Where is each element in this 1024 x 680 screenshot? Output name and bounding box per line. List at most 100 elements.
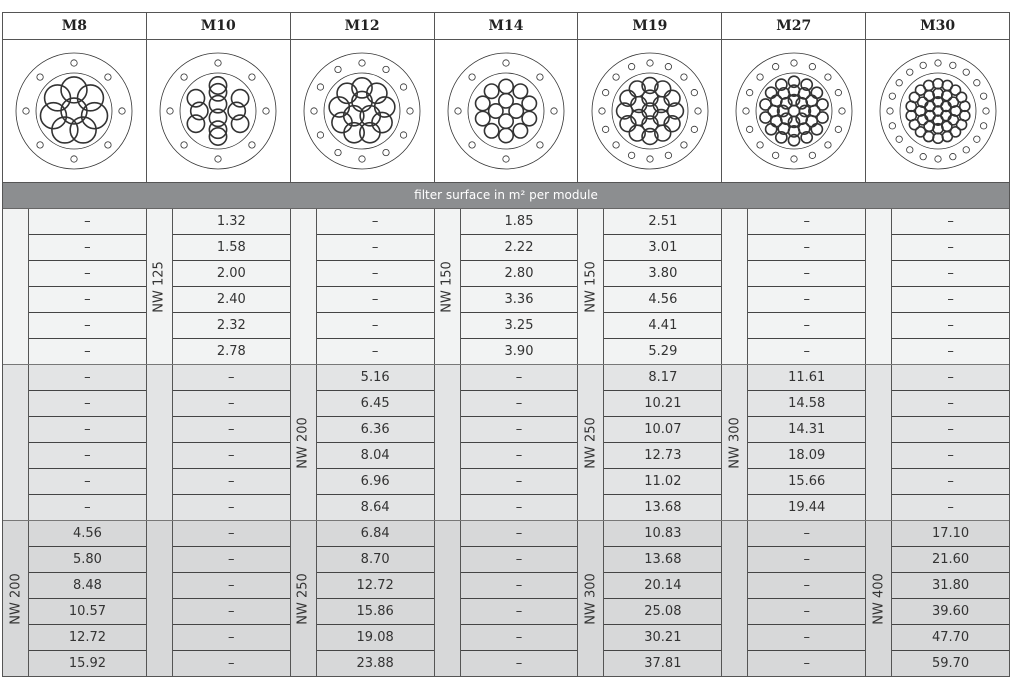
bolt-hole: [919, 61, 927, 69]
filter-tube: [374, 96, 396, 118]
module-column-m8: NW 200 4.56 5.80 8.48 10.57 12.72 15.92: [3, 521, 147, 676]
bolt-hole: [933, 155, 942, 163]
bolt-hole: [771, 63, 779, 71]
filter-tube: [615, 102, 634, 120]
table-cell: 1.32: [172, 209, 290, 235]
nominal-width-cell: [722, 521, 749, 676]
table-cell: –: [892, 313, 1010, 339]
flange-outline: [303, 52, 421, 170]
filter-tube: [931, 132, 944, 145]
module-column-m30: – – – – – –: [866, 365, 1010, 520]
bolt-hole: [771, 151, 779, 159]
module-column-m27: NW 300 11.61 14.58 14.31 18.09 15.66 19.44: [722, 365, 867, 520]
filter-tube: [331, 111, 353, 134]
table-cell: 15.92: [68, 656, 107, 671]
module-column-m12: – – – – – –: [291, 209, 435, 364]
bolt-hole: [745, 89, 753, 97]
table-cell: –: [172, 365, 290, 391]
table-cell: 30.21: [604, 625, 722, 651]
bolt-hole: [690, 89, 698, 97]
table-cell: –: [29, 443, 146, 469]
flange-diagram-icon: [159, 52, 277, 170]
module-column-m19: NW 150 2.51 3.01 3.80 4.56 4.41 5.29: [578, 209, 723, 364]
table-cell: 23.88: [356, 656, 394, 671]
table-cell: 11.61: [748, 365, 866, 391]
table-cell: –: [172, 625, 290, 651]
table-cell: –: [748, 573, 866, 599]
table-cell: –: [892, 391, 1010, 417]
values-column: 4.56 5.80 8.48 10.57 12.72 15.92: [29, 521, 146, 676]
flange-diagram-icon: [447, 52, 565, 170]
table-cell: –: [892, 209, 1010, 235]
bolt-hole: [358, 59, 366, 67]
bolt-hole: [214, 155, 222, 163]
table-cell: –: [172, 469, 290, 495]
filter-tube: [512, 83, 529, 100]
table-cell: –: [172, 417, 290, 443]
table-cell: 3.01: [604, 235, 722, 261]
module-diagram-cell: [291, 40, 435, 182]
module-column-m27: – – – – – –: [722, 521, 867, 676]
bolt-hole: [646, 155, 654, 163]
table-cell: 6.84: [316, 521, 434, 547]
housing-outline: [36, 72, 113, 150]
module-column-m14: – – – – – –: [435, 521, 579, 676]
bolt-hole: [70, 59, 79, 67]
nominal-width-label: NW 300: [727, 416, 743, 469]
flange-diagram-icon: [16, 52, 133, 170]
filter-tube: [666, 102, 685, 120]
table-cell: 3.25: [460, 313, 578, 339]
bolt-hole: [502, 155, 510, 163]
filter-tube: [351, 76, 374, 99]
bolt-hole: [334, 65, 342, 74]
bolt-hole: [919, 153, 927, 161]
filter-tube: [653, 124, 672, 142]
bolt-hole: [808, 151, 816, 159]
bolt-hole: [104, 73, 112, 81]
filter-tube: [769, 114, 783, 128]
filter-tube: [776, 104, 790, 118]
housing-outline: [755, 72, 833, 150]
nominal-width-cell: NW 150: [578, 209, 605, 364]
table-cell: 2.00: [172, 261, 290, 287]
filter-tube: [941, 130, 953, 143]
section-1: – – – – – – NW 125 1.32 1.58 2.00 2.40 2.32 2.78– – – –…: [3, 209, 1010, 365]
module-header-m14: M14: [435, 13, 579, 39]
table-cell: –: [748, 599, 866, 625]
filter-tube: [800, 130, 813, 144]
nominal-width-cell: NW 200: [3, 521, 29, 676]
bolt-hole: [888, 92, 896, 100]
bolt-hole: [790, 155, 798, 163]
module-header-m30: M30: [920, 18, 956, 34]
bolt-hole: [382, 65, 390, 74]
table-cell: –: [892, 287, 1010, 313]
table-cell: –: [748, 521, 866, 547]
filter-tube: [764, 122, 778, 136]
values-column: – – – – – –: [29, 209, 146, 364]
table-cell: 14.58: [748, 391, 866, 417]
table-cell: 2.22: [460, 235, 578, 261]
table-cell: –: [460, 625, 578, 651]
table-cell: –: [29, 261, 146, 287]
nominal-width-cell: [147, 365, 173, 520]
filter-tube: [81, 101, 109, 130]
filter-tube: [208, 120, 228, 140]
bolt-hole: [742, 107, 750, 115]
filter-tube: [208, 127, 228, 146]
filter-tube: [366, 82, 388, 105]
table-cell: 10.83: [604, 521, 722, 547]
filter-tube: [815, 98, 829, 111]
flange-diagram-icon: [303, 52, 421, 170]
nominal-width-cell: [866, 365, 893, 520]
bolt-hole: [382, 148, 390, 157]
table-cell: –: [748, 235, 866, 261]
flange-outline: [591, 52, 709, 170]
table-cell: 13.68: [604, 547, 722, 573]
table-cell: 12.72: [316, 573, 434, 599]
table-cell: 19.44: [788, 500, 826, 515]
filter-tube: [487, 103, 504, 119]
nominal-width-cell: [147, 521, 173, 676]
table-cell: 3.80: [604, 261, 722, 287]
bolt-hole: [36, 141, 45, 149]
nominal-width-label: NW 150: [583, 260, 599, 313]
